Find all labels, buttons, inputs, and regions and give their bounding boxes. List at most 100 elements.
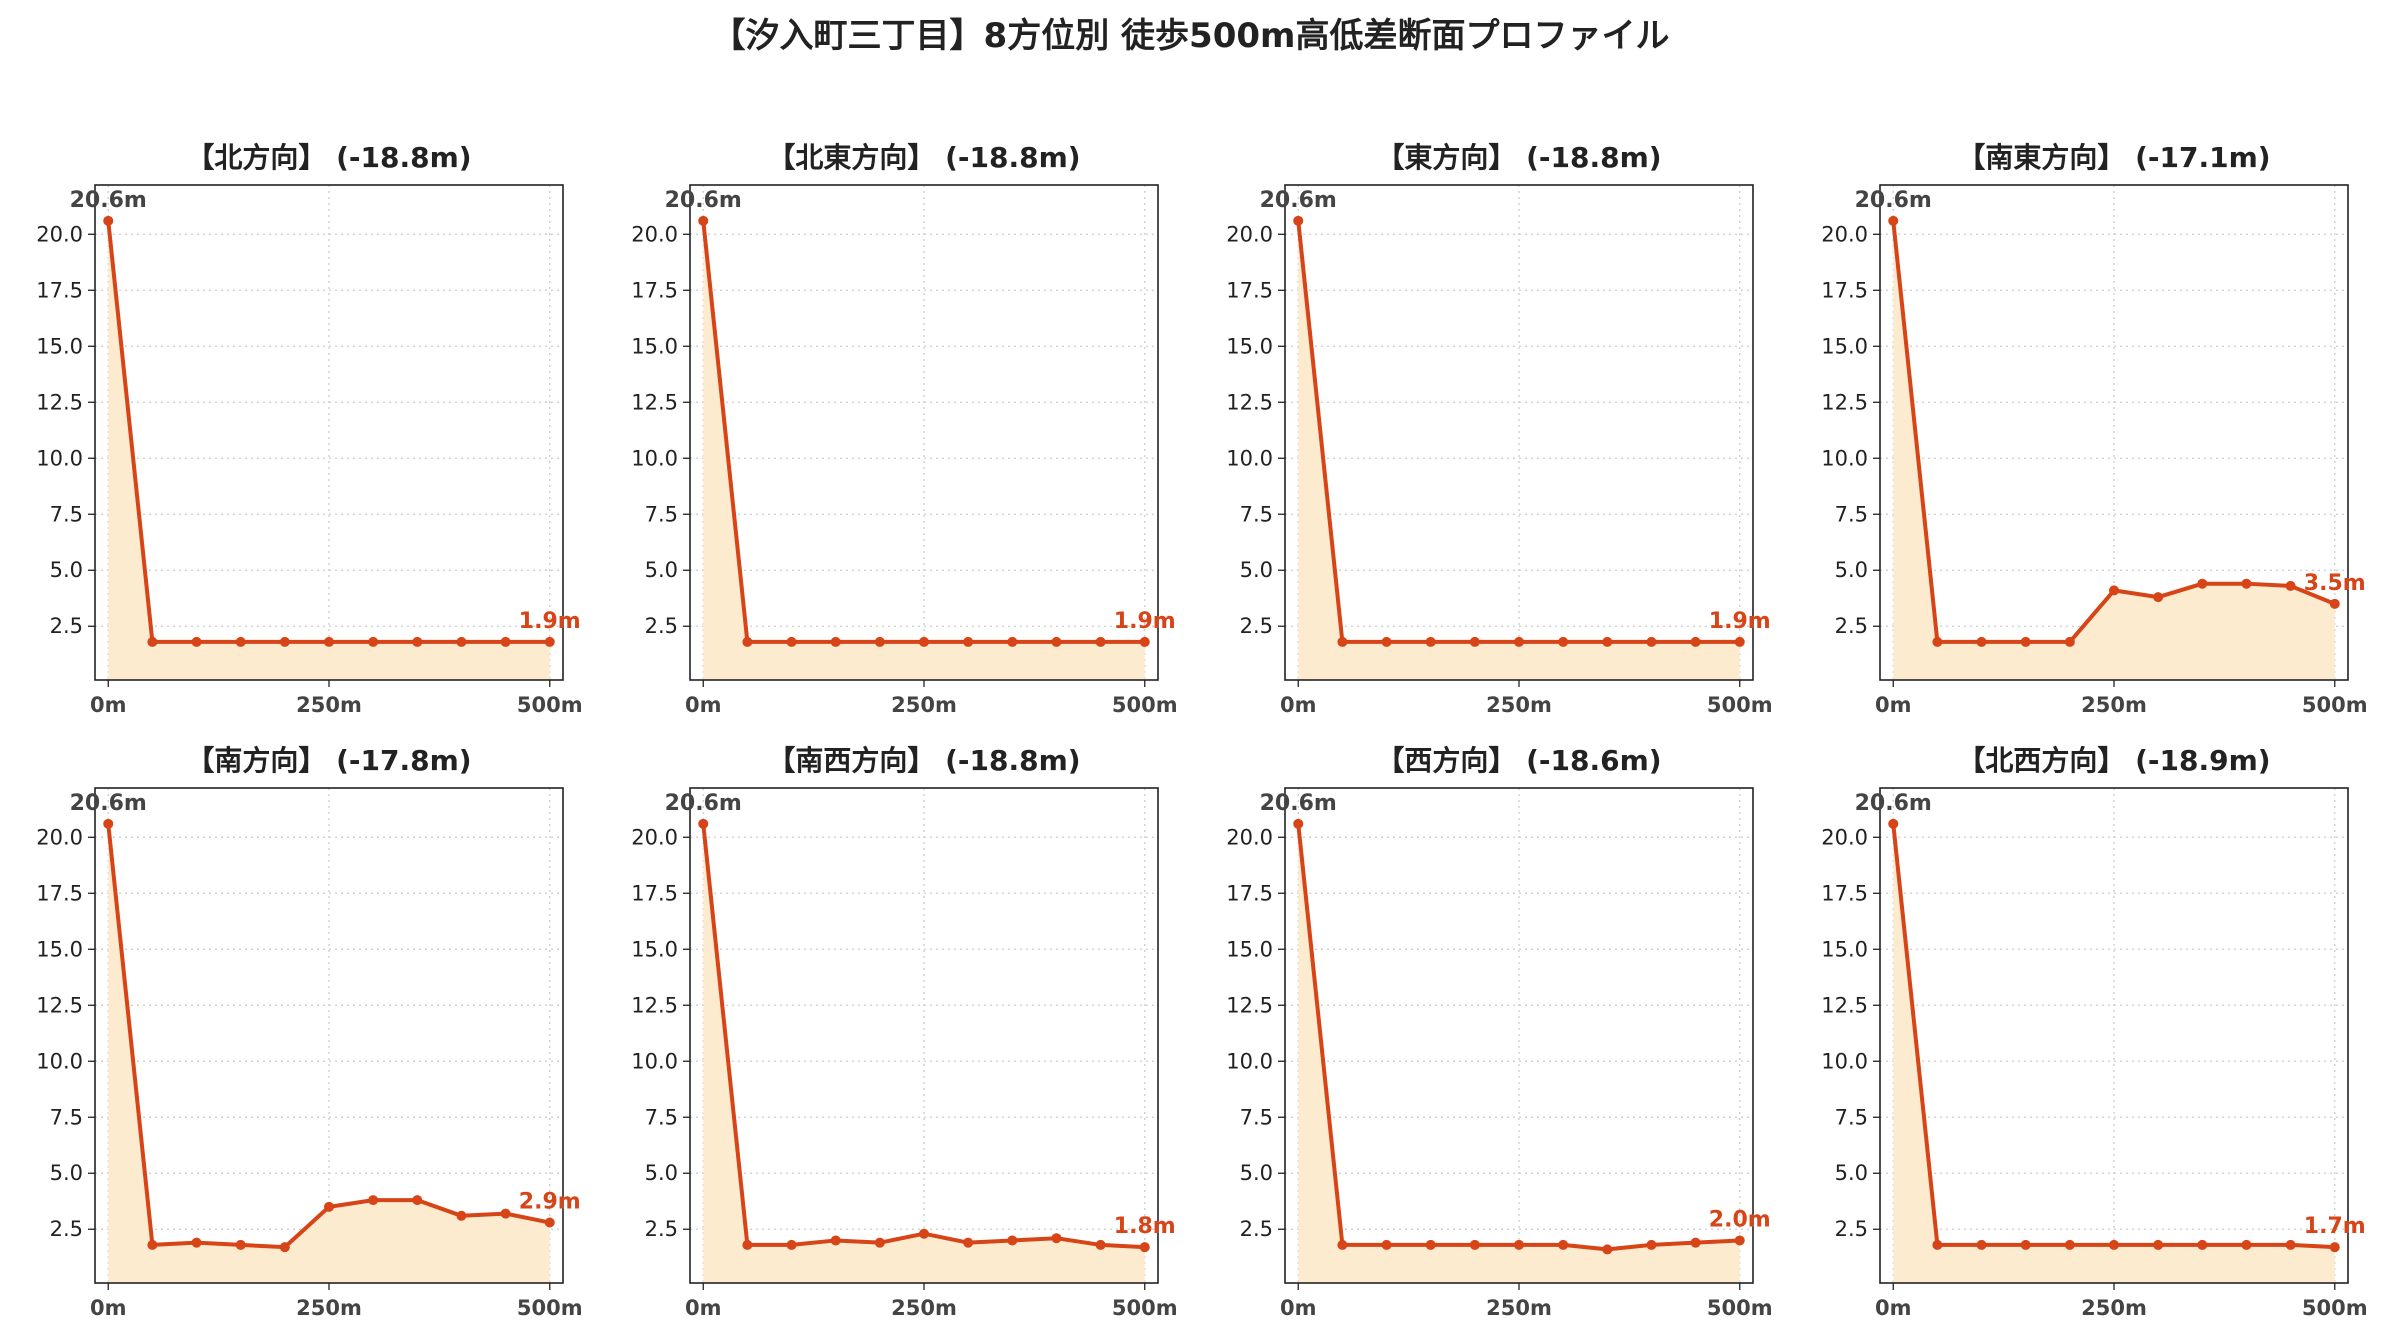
y-tick-label: 7.5: [1835, 502, 1868, 526]
y-tick-label: 20.0: [631, 825, 678, 849]
data-point: [742, 636, 753, 647]
data-point: [1381, 636, 1392, 647]
plot-frame: [1879, 787, 2349, 1284]
y-tick-label: 17.5: [36, 881, 83, 905]
subplot-5: 【南西方向】 (-18.8m) 20.0 17.5 15.0 12.5 10.0 7.5 5.…: [631, 744, 1177, 1320]
data-point: [963, 1237, 974, 1248]
data-point: [698, 215, 709, 226]
data-point: [1976, 1239, 1987, 1250]
data-point: [1425, 1239, 1436, 1250]
data-point: [1139, 636, 1150, 647]
y-tick-label: 17.5: [631, 881, 678, 905]
y-tick-label: 2.5: [1835, 1217, 1868, 1241]
y-tick-label: 20.0: [1821, 825, 1868, 849]
subplot-title: 【南東方向】 (-17.1m): [1957, 141, 2270, 174]
y-tick-label: 10.0: [1821, 446, 1868, 470]
data-point: [1381, 1239, 1392, 1250]
data-point: [919, 636, 929, 647]
data-point: [324, 636, 334, 647]
end-elevation-label: 1.9m: [519, 609, 581, 634]
x-tick-label: 250m: [2081, 1296, 2147, 1320]
data-point: [1558, 1239, 1569, 1250]
data-point: [147, 636, 158, 647]
data-point: [874, 636, 885, 647]
data-point: [1690, 636, 1701, 647]
x-tick-label: 0m: [90, 1296, 127, 1320]
subplot-1: 【北東方向】 (-18.8m) 20.0 17.5 15.0 12.5 10.0 7.5 5.…: [631, 141, 1177, 717]
y-tick-label: 17.5: [36, 278, 83, 302]
data-point: [919, 1228, 929, 1239]
plot-frame: [1284, 787, 1754, 1284]
data-point: [324, 1201, 334, 1212]
data-point: [103, 215, 114, 226]
data-point: [742, 1239, 753, 1250]
subplot-4: 【南方向】 (-17.8m) 20.0 17.5 15.0 12.5 10.0 7.5 5.0…: [36, 744, 582, 1320]
subplot-7: 【北西方向】 (-18.9m) 20.0 17.5 15.0 12.5 10.0 7.5 5.…: [1821, 744, 2367, 1320]
data-point: [544, 1217, 555, 1228]
subplot-2: 【東方向】 (-18.8m) 20.0 17.5 15.0 12.5 10.0 7.5 5.0…: [1226, 141, 1772, 717]
x-tick-label: 500m: [1112, 1296, 1178, 1320]
y-tick-label: 15.0: [631, 937, 678, 961]
data-point: [1425, 636, 1436, 647]
y-tick-label: 7.5: [645, 502, 678, 526]
data-point: [2285, 1239, 2296, 1250]
y-tick-label: 5.0: [1835, 558, 1868, 582]
data-point: [1602, 636, 1613, 647]
data-point: [1646, 1239, 1657, 1250]
y-tick-label: 17.5: [631, 278, 678, 302]
start-elevation-label: 20.6m: [665, 188, 742, 213]
plot-frame: [94, 787, 564, 1284]
data-point: [2020, 636, 2031, 647]
data-point: [500, 636, 511, 647]
x-tick-label: 250m: [296, 1296, 362, 1320]
start-elevation-label: 20.6m: [70, 791, 147, 816]
plot-frame: [1284, 184, 1754, 681]
y-tick-label: 12.5: [36, 993, 83, 1017]
data-point: [235, 636, 246, 647]
data-point: [2329, 1242, 2340, 1253]
end-elevation-label: 2.9m: [519, 1190, 581, 1215]
y-tick-label: 12.5: [1226, 993, 1273, 1017]
y-tick-label: 20.0: [1821, 222, 1868, 246]
x-tick-label: 500m: [2302, 1296, 2368, 1320]
start-elevation-label: 20.6m: [1855, 188, 1932, 213]
data-point: [279, 636, 290, 647]
data-point: [191, 636, 202, 647]
x-tick-label: 500m: [1112, 693, 1178, 717]
plot-frame: [1879, 184, 2349, 681]
data-point: [1293, 818, 1304, 829]
data-point: [786, 636, 797, 647]
y-tick-label: 5.0: [645, 1161, 678, 1185]
data-point: [2197, 578, 2208, 589]
start-elevation-label: 20.6m: [665, 791, 742, 816]
data-point: [147, 1239, 158, 1250]
data-point: [830, 636, 841, 647]
subplot-title: 【南西方向】 (-18.8m): [767, 744, 1080, 777]
y-tick-label: 12.5: [1821, 390, 1868, 414]
plot-frame: [689, 184, 1159, 681]
data-point: [1734, 1235, 1745, 1246]
data-point: [830, 1235, 841, 1246]
plot-frame: [94, 184, 564, 681]
data-point: [2285, 580, 2296, 591]
area-fill: [1893, 220, 2335, 680]
data-point: [1976, 636, 1987, 647]
y-tick-label: 10.0: [1226, 1049, 1273, 1073]
y-tick-label: 2.5: [645, 614, 678, 638]
y-tick-label: 2.5: [1240, 1217, 1273, 1241]
data-point: [2241, 1239, 2252, 1250]
y-tick-label: 2.5: [645, 1217, 678, 1241]
end-elevation-label: 1.7m: [2304, 1214, 2366, 1239]
y-tick-label: 20.0: [631, 222, 678, 246]
data-point: [1514, 1239, 1524, 1250]
start-elevation-label: 20.6m: [1260, 791, 1337, 816]
data-point: [786, 1239, 797, 1250]
data-point: [279, 1242, 290, 1253]
y-tick-label: 17.5: [1226, 881, 1273, 905]
y-tick-label: 17.5: [1821, 881, 1868, 905]
y-tick-label: 7.5: [1240, 1105, 1273, 1129]
x-tick-label: 0m: [90, 693, 127, 717]
data-point: [368, 636, 379, 647]
y-tick-label: 15.0: [1821, 937, 1868, 961]
y-tick-label: 10.0: [36, 446, 83, 470]
